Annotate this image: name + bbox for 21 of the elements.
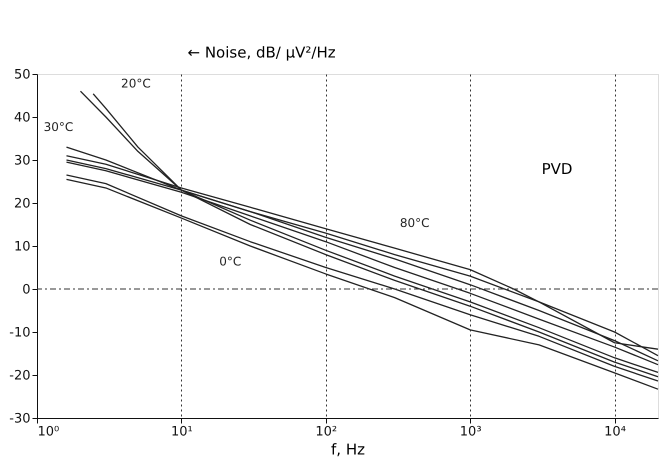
y-tick-label: 30 xyxy=(14,154,30,168)
text: 30°C xyxy=(44,120,74,134)
series-label: 80°C xyxy=(400,216,430,230)
x-tick-label: 10¹ xyxy=(171,424,193,440)
x-tick-label: 10³ xyxy=(460,424,482,440)
series-label: 20°C xyxy=(121,76,151,90)
x-tick-label: 10⁰ xyxy=(38,424,60,440)
annotation: PVD xyxy=(542,160,572,178)
y-tick-label: 10 xyxy=(14,240,30,254)
y-tick-label: -30 xyxy=(9,412,30,426)
y-tick-label: -10 xyxy=(9,326,30,340)
y-tick-label: 20 xyxy=(14,196,30,212)
x-axis-title: f, Hz xyxy=(331,440,366,458)
x-tick-label: 10² xyxy=(315,424,338,440)
y-tick-label: 0 xyxy=(22,282,30,298)
series-label: 0°C xyxy=(219,254,242,269)
x-tick-label: 10⁴ xyxy=(604,424,626,440)
y-tick-label: 50 xyxy=(14,68,30,82)
y-tick-label: -20 xyxy=(9,368,30,384)
y-tick-label: 40 xyxy=(14,110,30,126)
y-axis-title: ← Noise, dB/ μV²/Hz xyxy=(188,44,336,62)
